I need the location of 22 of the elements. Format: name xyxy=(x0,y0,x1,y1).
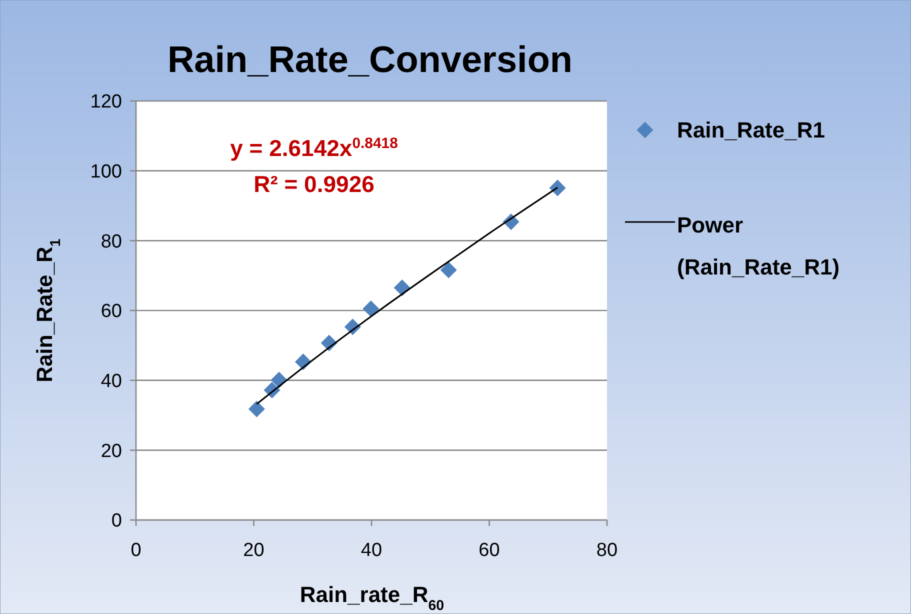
annotation: R² = 0.9926 xyxy=(254,171,374,197)
chart-title: Rain_Rate_Conversion xyxy=(167,39,573,80)
legend-label: Rain_Rate_R1 xyxy=(677,118,825,143)
y-tick-label: 120 xyxy=(90,92,122,113)
point xyxy=(248,400,265,418)
legend-label: Power (Rain_Rate_R1) xyxy=(677,212,840,280)
annotation: y = 2.6142x$^{0.8418}$ xyxy=(230,134,398,161)
y-tick-label: 100 xyxy=(90,161,122,182)
y-tick-label: 60 xyxy=(100,301,122,322)
point xyxy=(362,300,380,318)
y-tick-label: 0 xyxy=(111,510,122,532)
x-tick-label: 80 xyxy=(596,540,618,561)
point xyxy=(549,180,566,196)
x-axis-title: Rain_rate_R$_{60}$ xyxy=(300,582,444,614)
x-tick-label: 20 xyxy=(243,540,264,561)
y-tick-label: 40 xyxy=(100,370,122,392)
x-tick-label: 60 xyxy=(478,540,500,561)
y-tick-label: 20 xyxy=(100,440,122,462)
x-tick-label: 0 xyxy=(130,540,142,561)
y-tick-label: 80 xyxy=(100,231,122,252)
x-tick-label: 40 xyxy=(360,540,382,561)
point xyxy=(440,262,457,278)
